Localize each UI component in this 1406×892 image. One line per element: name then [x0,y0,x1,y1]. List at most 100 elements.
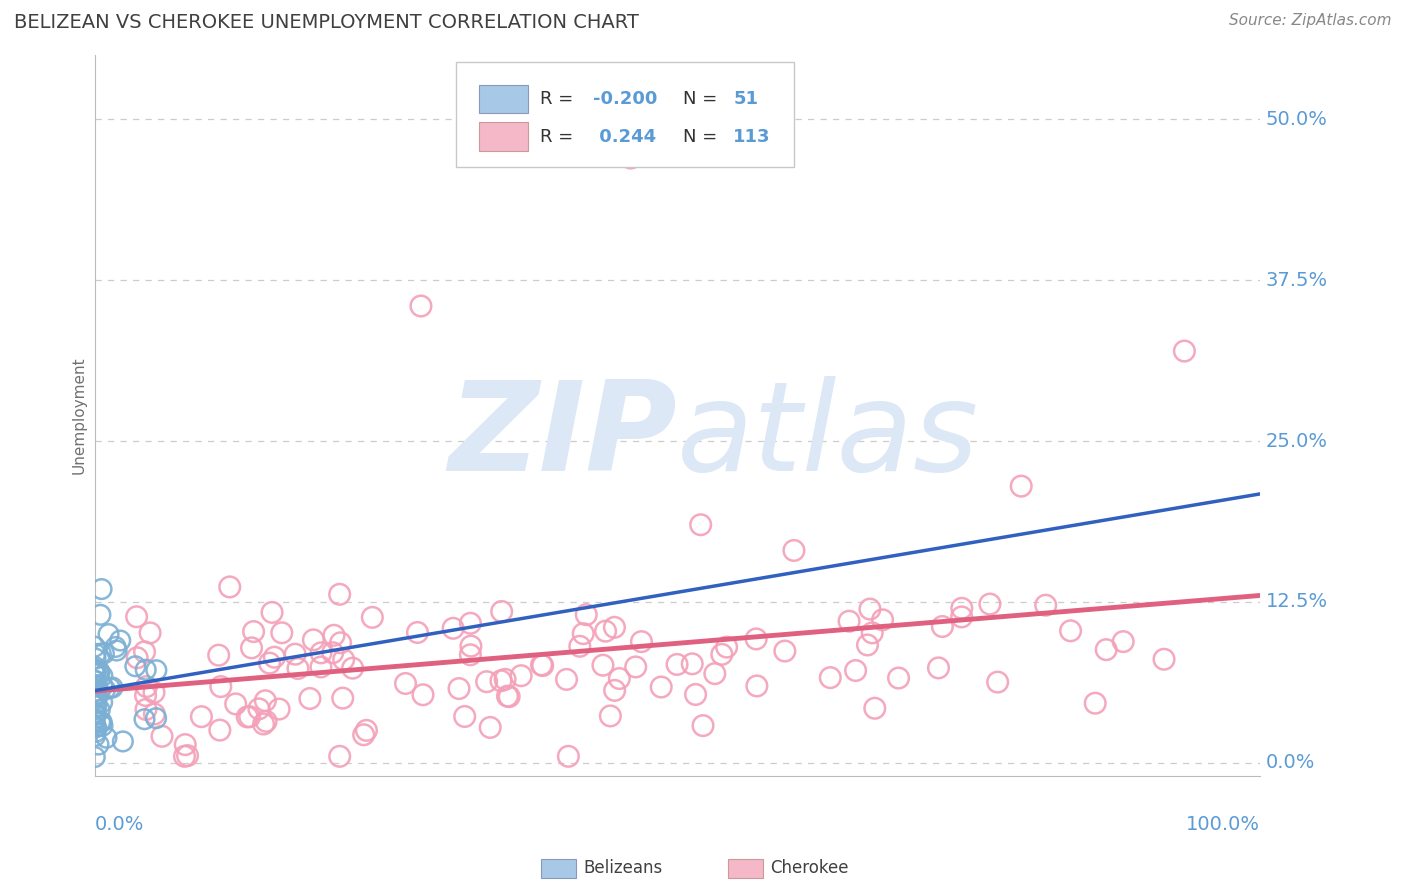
Point [91,695,114,709]
Point [859,602,882,616]
Text: atlas: atlas [678,376,980,498]
Point [650,680,672,694]
Point [329,749,352,764]
Point [710,648,733,662]
Point [412,688,434,702]
Point [1095,642,1118,657]
Point [1035,598,1057,612]
Point [84,719,107,733]
Point [93,647,115,661]
Point [104,640,127,654]
Point [86,663,108,677]
Point [630,634,652,648]
Point [124,659,146,673]
Point [84,689,107,703]
Point [394,676,416,690]
Point [931,619,953,633]
Point [254,714,277,729]
Y-axis label: Unemployment: Unemployment [72,357,86,475]
Point [329,587,352,601]
Point [89,607,111,622]
Point [90,582,112,596]
Point [209,680,232,694]
Point [568,640,591,654]
Text: 12.5%: 12.5% [1265,592,1329,611]
Point [572,626,595,640]
Point [510,669,533,683]
Point [83,678,105,692]
Point [84,689,107,703]
Point [329,636,352,650]
Point [703,666,725,681]
Point [91,679,114,693]
Point [89,703,111,717]
Point [460,616,482,631]
Point [592,658,614,673]
Point [89,714,111,729]
Point [685,688,707,702]
Text: 0.244: 0.244 [593,128,657,145]
Point [145,663,167,677]
Point [208,723,231,738]
Point [105,643,128,657]
Point [609,672,631,686]
Point [447,681,470,696]
Point [252,717,274,731]
Point [773,644,796,658]
Point [353,728,375,742]
Text: 0.0%: 0.0% [1265,753,1316,772]
Point [143,706,166,721]
Point [83,640,105,654]
Point [599,709,621,723]
Point [1084,696,1107,710]
Text: R =: R = [540,90,579,108]
Text: Cherokee: Cherokee [770,859,849,877]
Point [287,661,309,675]
Point [689,517,711,532]
Point [83,665,105,680]
Point [270,625,292,640]
Point [263,650,285,665]
Point [86,678,108,692]
Point [863,701,886,715]
Point [84,724,107,739]
Point [84,706,107,720]
Point [441,621,464,635]
Point [208,648,231,662]
Point [86,699,108,714]
Point [84,651,107,665]
Point [950,601,973,615]
Point [406,625,429,640]
Point [409,299,432,313]
Point [240,640,263,655]
Point [860,625,883,640]
Point [681,657,703,671]
Point [950,610,973,624]
Point [260,606,283,620]
Text: Belizeans: Belizeans [583,859,662,877]
Point [139,626,162,640]
FancyBboxPatch shape [479,85,529,113]
Point [494,673,516,687]
Point [97,627,120,641]
Point [332,653,354,667]
Point [173,749,195,764]
Point [83,684,105,698]
Point [135,680,157,694]
Point [356,723,378,738]
Point [135,689,157,703]
Point [783,543,806,558]
Point [83,707,105,722]
Point [979,597,1001,611]
Point [247,702,270,716]
Point [176,748,198,763]
Point [745,632,768,646]
Point [84,687,107,701]
Point [84,707,107,722]
Text: N =: N = [683,90,723,108]
Point [624,660,647,674]
Point [84,696,107,710]
Point [322,646,344,660]
Point [90,714,112,729]
Point [530,657,553,672]
